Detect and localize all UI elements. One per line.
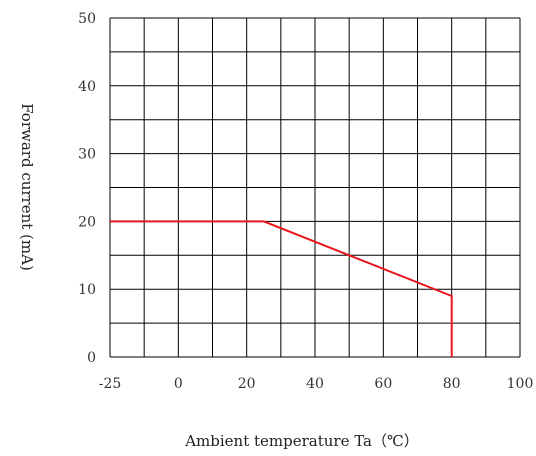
x-tick-label: 100 — [507, 376, 534, 392]
x-axis-label: Ambient temperature Ta（℃） — [184, 432, 419, 450]
x-tick-label: -25 — [99, 376, 122, 392]
y-tick-label: 20 — [78, 214, 96, 230]
y-tick-labels: 0 10 20 30 40 50 — [78, 11, 96, 366]
y-tick-label: 50 — [78, 11, 96, 27]
x-tick-label: 60 — [374, 376, 392, 392]
grid — [109, 17, 521, 358]
x-tick-label: 0 — [174, 376, 183, 392]
y-tick-label: 40 — [78, 79, 96, 95]
x-tick-label: 80 — [443, 376, 461, 392]
y-tick-label: 30 — [78, 147, 96, 163]
series-line — [110, 220, 453, 357]
y-axis-label: Forward current (mA) — [18, 103, 36, 271]
x-tick-label: 40 — [306, 376, 324, 392]
x-tick-label: 20 — [238, 376, 256, 392]
x-tick-labels: -25 0 20 40 60 80 100 — [99, 376, 534, 392]
y-tick-label: 0 — [87, 350, 96, 366]
series-layer — [110, 220, 453, 357]
y-tick-label: 10 — [78, 282, 96, 298]
